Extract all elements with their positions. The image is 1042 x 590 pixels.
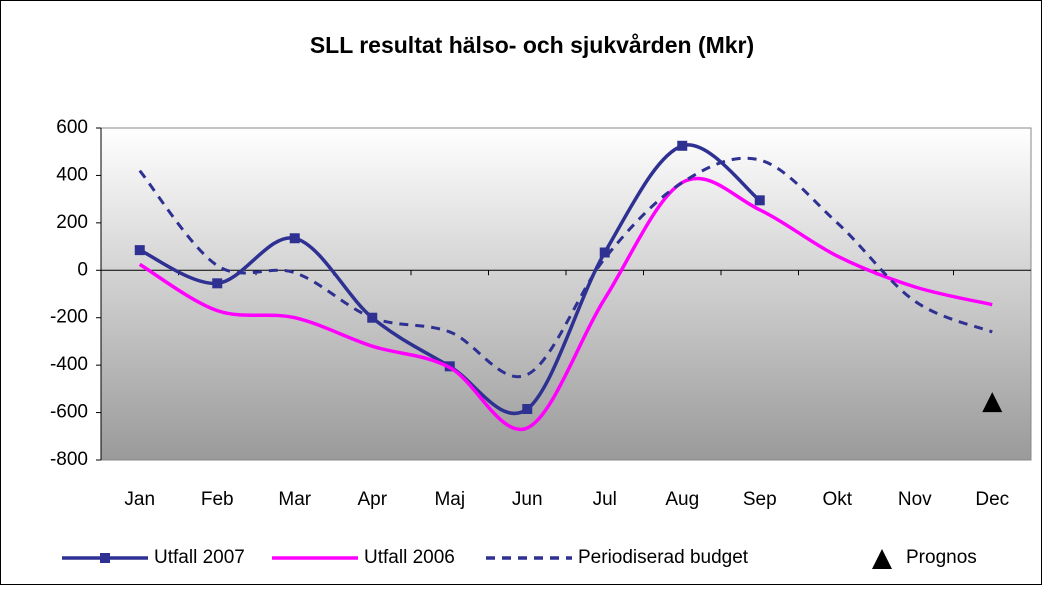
x-tick-label: Jul xyxy=(593,489,617,510)
y-tick-label: -400 xyxy=(50,354,88,375)
marker xyxy=(134,245,145,256)
x-tick-label: Nov xyxy=(898,489,932,510)
x-tick-label: Dec xyxy=(975,489,1009,510)
series-line xyxy=(138,176,993,432)
marker xyxy=(289,233,300,244)
marker xyxy=(677,140,688,151)
y-tick-label: -800 xyxy=(50,449,88,470)
legend-label: Utfall 2007 xyxy=(154,547,245,568)
chart-title: SLL resultat hälso- och sjukvården (Mkr) xyxy=(310,32,754,58)
legend-label: Prognos xyxy=(906,547,977,568)
x-tick-label: Aug xyxy=(665,489,699,510)
y-tick-label: -200 xyxy=(50,307,88,328)
marker xyxy=(599,247,610,258)
x-tick-label: Feb xyxy=(201,489,234,510)
y-tick-label: 400 xyxy=(56,164,88,185)
y-tick-label: 600 xyxy=(56,117,88,138)
series-line xyxy=(138,156,993,379)
y-tick-label: 200 xyxy=(56,212,88,233)
marker xyxy=(754,195,765,206)
x-tick-label: Jun xyxy=(512,489,543,510)
x-tick-label: Maj xyxy=(434,489,465,510)
x-tick-label: Jan xyxy=(124,489,155,510)
legend-marker xyxy=(100,553,110,563)
plot-area xyxy=(100,127,1032,461)
marker xyxy=(522,404,533,415)
x-tick-label: Mar xyxy=(278,489,311,510)
x-tick-label: Sep xyxy=(743,489,777,510)
legend-label: Periodiserad budget xyxy=(578,547,749,568)
marker xyxy=(212,278,223,289)
marker xyxy=(982,392,1003,413)
legend-label: Utfall 2006 xyxy=(364,547,455,568)
y-tick-label: 0 xyxy=(77,259,88,280)
y-tick-label: -600 xyxy=(50,402,88,423)
legend-marker xyxy=(872,549,892,569)
x-tick-label: Okt xyxy=(822,489,852,510)
x-tick-label: Apr xyxy=(357,489,387,510)
